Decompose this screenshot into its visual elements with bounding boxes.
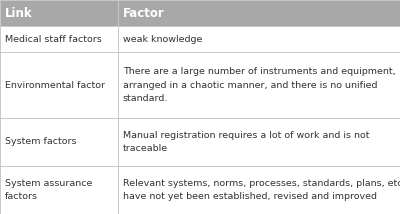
Text: Medical staff factors: Medical staff factors [5, 35, 102, 44]
Bar [0, 26, 400, 52]
Text: There are a large number of instruments and equipment,
arranged in a chaotic man: There are a large number of instruments … [123, 67, 396, 103]
Text: Factor: Factor [123, 7, 164, 20]
Text: Relevant systems, norms, processes, standards, plans, etc.
have not yet been est: Relevant systems, norms, processes, stan… [123, 179, 400, 201]
Text: Link: Link [5, 7, 32, 20]
Text: Environmental factor: Environmental factor [5, 80, 105, 90]
Bar [0, 0, 400, 26]
Bar [0, 118, 400, 166]
Text: Manual registration requires a lot of work and is not
traceable: Manual registration requires a lot of wo… [123, 131, 369, 153]
Bar [0, 52, 400, 118]
Text: System assurance
factors: System assurance factors [5, 179, 92, 201]
Bar [0, 166, 400, 214]
Text: weak knowledge: weak knowledge [123, 35, 202, 44]
Text: System factors: System factors [5, 137, 76, 146]
